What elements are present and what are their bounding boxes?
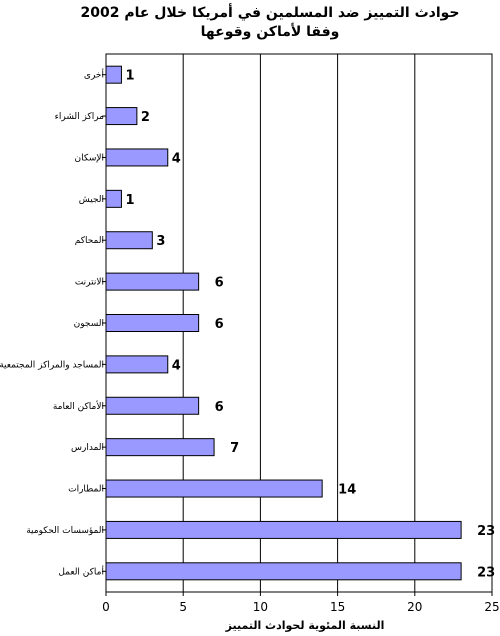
value-label: 7 [230, 441, 239, 456]
category-label: المحاكم [75, 236, 104, 246]
value-label: 6 [215, 317, 224, 332]
x-tick-label: 15 [330, 600, 345, 614]
x-tick-label: 0 [102, 600, 110, 614]
bar [105, 314, 200, 332]
value-labels: 1 2 4 1 3 6 6 4 6 7 14 23 23 [125, 69, 495, 581]
axes [102, 53, 493, 596]
value-label: 23 [477, 524, 495, 539]
bar [105, 65, 122, 84]
x-tick-label: 5 [179, 600, 187, 614]
category-label: أخرى [84, 69, 104, 81]
bar [105, 107, 138, 126]
bar [105, 272, 200, 291]
bar [105, 189, 122, 208]
value-label: 6 [215, 276, 224, 291]
chart-title: حوادث التمييز ضد المسلمين في أمريكا خلال… [0, 4, 500, 42]
bars [105, 65, 462, 581]
bar [105, 355, 169, 374]
bar [105, 562, 462, 581]
x-tick-labels: 0 5 10 15 20 25 [102, 600, 499, 614]
value-label: 4 [172, 358, 181, 373]
category-label: المؤسسات الحكومية [26, 526, 104, 536]
bar [105, 479, 323, 498]
category-label: المدارس [71, 443, 104, 453]
x-axis-label: النسبة المئوية لحوادث التمييز [225, 619, 385, 632]
x-tick-label: 20 [407, 600, 422, 614]
x-tick-label: 10 [253, 600, 268, 614]
value-label: 23 [477, 565, 495, 580]
category-label: الانترنت [75, 278, 104, 288]
value-label: 1 [125, 69, 134, 84]
category-label: مراكز الشراء [55, 112, 105, 122]
category-label: أماكن العمل [58, 565, 104, 577]
value-label: 2 [141, 110, 150, 125]
category-label: الجيش [79, 195, 104, 205]
value-label: 14 [338, 483, 356, 498]
category-labels: أخرى مراكز الشراء الإسكان الجيش المحاكم الانت… [0, 69, 104, 578]
value-label: 1 [125, 193, 134, 208]
category-label: الإسكان [75, 153, 105, 163]
category-label: المساجد والمراكز المجتمعية [0, 360, 104, 370]
chart-title-line2: وفقا لأماكن وقوعها [200, 24, 340, 40]
category-label: الأماكن العامة [53, 400, 104, 412]
x-tick-label: 25 [484, 600, 499, 614]
bar [105, 438, 215, 457]
value-label: 4 [172, 151, 181, 166]
bar [105, 396, 200, 415]
bar [105, 520, 462, 539]
bar [105, 148, 169, 167]
category-label: السجون [74, 319, 104, 329]
value-label: 6 [215, 400, 224, 415]
category-label: المطارات [68, 485, 104, 495]
bar [105, 231, 153, 250]
chart-title-line1: حوادث التمييز ضد المسلمين في أمريكا خلال… [80, 5, 460, 21]
value-label: 3 [156, 234, 165, 249]
